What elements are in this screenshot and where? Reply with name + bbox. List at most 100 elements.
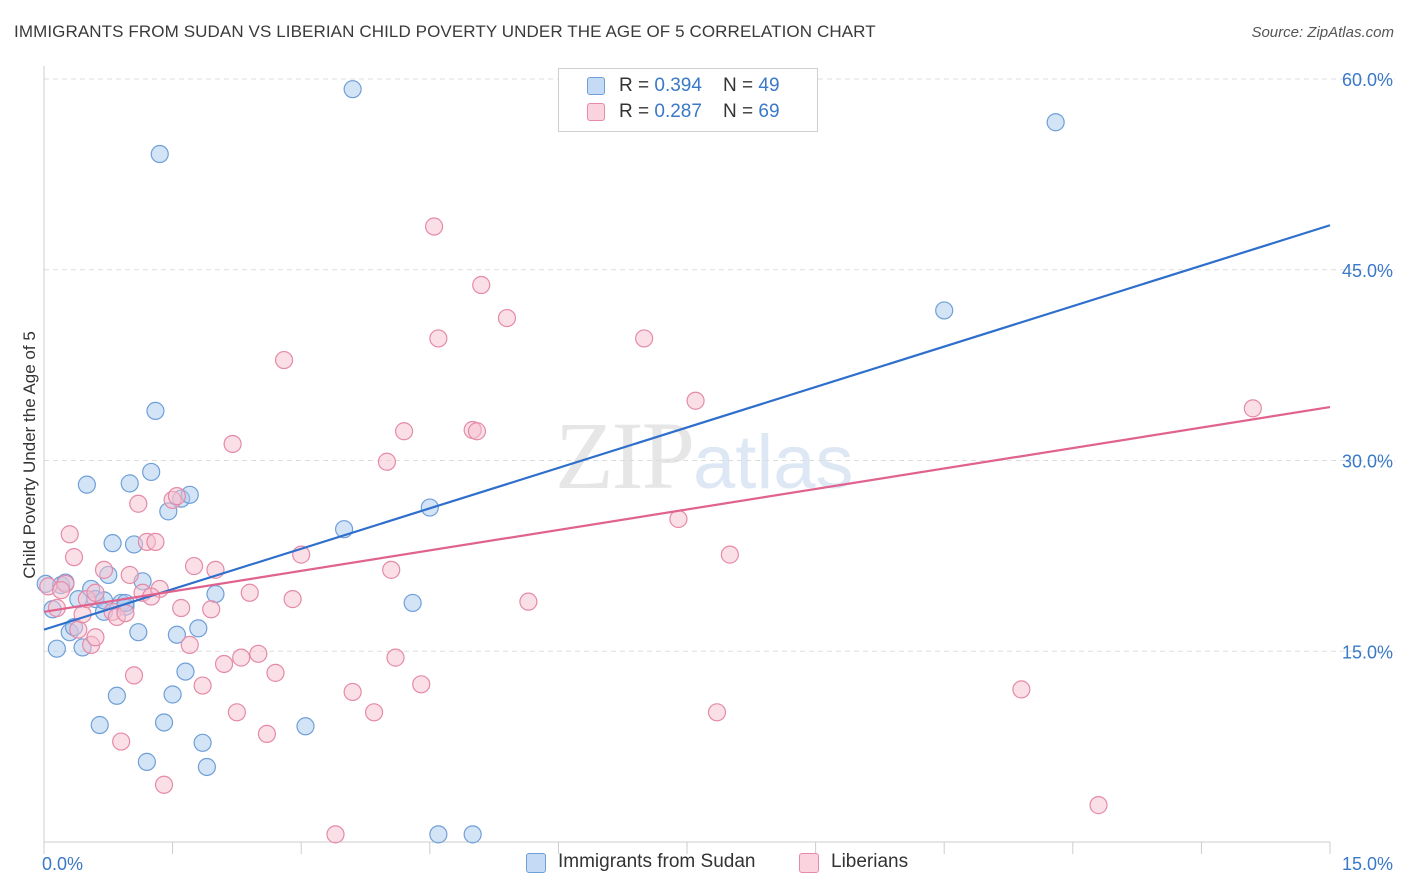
- liberian-point: [167, 487, 186, 506]
- sudan-point: [163, 685, 182, 704]
- liberian-point: [180, 635, 199, 654]
- sudan-point: [150, 144, 169, 164]
- sudan-point: [197, 757, 216, 777]
- liberian-point: [257, 724, 277, 744]
- sudan-point: [343, 80, 362, 99]
- liberian-point: [1089, 796, 1108, 815]
- legend-n-label: N =: [723, 75, 759, 96]
- liberian-trend-line: [43, 406, 1331, 613]
- sudan-point: [129, 623, 148, 642]
- sudan-point: [120, 474, 139, 493]
- liberian-point: [382, 560, 401, 579]
- sudan-point: [107, 686, 126, 705]
- zipatlas-watermark: ZIPatlas: [555, 400, 854, 511]
- sudan-point: [137, 752, 156, 771]
- liberian-point: [202, 600, 221, 619]
- legend-text-liberian: R = 0.287 N = 69: [619, 101, 780, 123]
- liberian-point: [343, 682, 362, 702]
- liberian-point: [424, 217, 444, 236]
- y-tick-label: 60.0%: [1342, 70, 1393, 90]
- liberian-point: [172, 598, 191, 618]
- legend-r-value: 0.394: [654, 75, 702, 96]
- liberian-point: [223, 434, 242, 454]
- sudan-point: [193, 733, 212, 752]
- liberian-point: [669, 509, 688, 529]
- y-tick-label: 30.0%: [1342, 452, 1393, 472]
- sudan-swatch: [526, 853, 546, 873]
- liberian-point: [94, 560, 114, 579]
- legend-text-sudan: R = 0.394 N = 49: [619, 75, 780, 97]
- liberian-point: [120, 565, 139, 585]
- sudan-point: [189, 619, 208, 638]
- liberian-point: [1243, 399, 1262, 418]
- liberian-point: [52, 581, 71, 600]
- liberian-point: [283, 590, 302, 609]
- liberian-point: [635, 329, 654, 348]
- liberian-point: [60, 525, 79, 544]
- legend-n-value: 49: [758, 75, 780, 96]
- sudan-point: [142, 462, 161, 482]
- liberian-point: [112, 732, 131, 751]
- sudan-point: [154, 713, 174, 732]
- sudan-point: [429, 825, 448, 844]
- legend-n-label: N =: [723, 101, 759, 122]
- watermark-zip: ZIP: [555, 402, 695, 509]
- legend-r-label: R =: [619, 75, 655, 96]
- y-tick-label: 15.0%: [1342, 642, 1393, 662]
- x-tick-label: 15.0%: [1342, 854, 1393, 874]
- liberian-point: [86, 583, 105, 602]
- liberian-point: [69, 620, 88, 639]
- sudan-point: [146, 401, 165, 421]
- sudan-point: [403, 593, 422, 613]
- sudan-point: [935, 301, 954, 320]
- sudan-point: [47, 639, 66, 658]
- sudan-point: [463, 825, 482, 844]
- liberian-point: [720, 545, 739, 564]
- liberian-swatch: [799, 853, 819, 873]
- sudan-point: [90, 715, 109, 735]
- sudan-point: [176, 662, 195, 681]
- liberian-point: [86, 628, 105, 647]
- liberian-point: [154, 775, 174, 794]
- watermark-atlas: atlas: [693, 420, 854, 505]
- legend-r-value: 0.287: [654, 101, 702, 122]
- liberian-point: [686, 391, 705, 410]
- liberian-point: [412, 675, 431, 694]
- liberian-point: [519, 592, 538, 611]
- sudan-point: [103, 534, 122, 553]
- liberian-point: [467, 422, 487, 441]
- liberian-point: [129, 494, 148, 513]
- liberian-point: [364, 703, 384, 722]
- liberian-point: [377, 452, 397, 471]
- liberian-point: [394, 422, 414, 441]
- liberian-point: [326, 825, 345, 844]
- liberian-point: [249, 644, 268, 663]
- liberian-point: [429, 329, 448, 348]
- sudan-point: [167, 625, 186, 644]
- sudan-trend-line: [43, 224, 1331, 631]
- legend-r-label: R =: [619, 101, 655, 122]
- sudan-point: [296, 717, 315, 736]
- sudan-point: [1046, 113, 1065, 132]
- liberian-point: [240, 583, 259, 602]
- liberian-point: [497, 308, 517, 328]
- liberian-point: [64, 548, 84, 567]
- stats-legend: R = 0.394 N = 49 R = 0.287 N = 69: [558, 68, 818, 132]
- liberian-point: [184, 556, 204, 576]
- liberian-point: [227, 703, 246, 722]
- liberian-swatch: [587, 103, 605, 121]
- liberian-point: [214, 654, 234, 674]
- sudan-point: [77, 475, 96, 494]
- liberian-point: [274, 350, 294, 370]
- liberian-point: [232, 648, 251, 667]
- liberian-point: [116, 603, 135, 623]
- source-credit: Source: ZipAtlas.com: [1251, 24, 1394, 41]
- y-axis-label: Child Poverty Under the Age of 5: [20, 331, 39, 579]
- liberian-point: [266, 663, 285, 682]
- liberian-point: [386, 648, 405, 667]
- series-name-sudan: Immigrants from Sudan: [558, 851, 756, 872]
- liberian-point: [124, 666, 144, 685]
- series-name-liberian: Liberians: [831, 851, 909, 872]
- liberian-point: [146, 532, 165, 551]
